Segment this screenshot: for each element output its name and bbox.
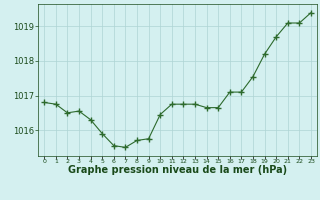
- X-axis label: Graphe pression niveau de la mer (hPa): Graphe pression niveau de la mer (hPa): [68, 165, 287, 175]
